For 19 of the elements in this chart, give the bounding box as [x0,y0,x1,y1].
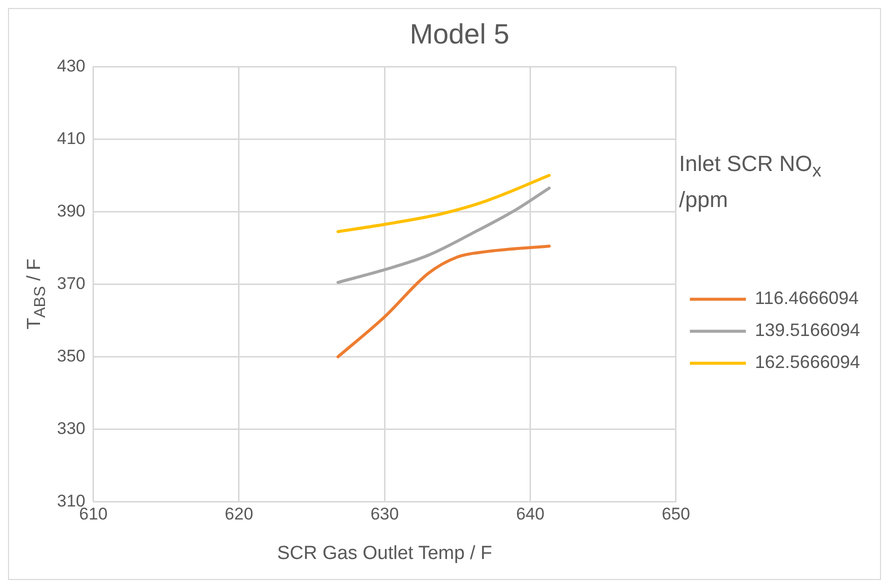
y-tick-label: 430 [56,56,86,76]
x-tick-label: 630 [370,504,399,524]
y-tick-label: 350 [56,346,86,366]
y-tick-label: 370 [56,274,86,293]
line-series [336,186,551,284]
x-axis-title: SCR Gas Outlet Temp / F [277,542,492,564]
legend-label: 162.5666094 [754,352,860,372]
x-tick-label: 640 [516,504,544,524]
chart-title: Model 5 [410,18,510,50]
text: Inlet SCR NO$_{x}$ /ppm [679,151,822,212]
line-series [336,244,551,358]
x-tick-label: 650 [662,504,690,524]
legend-label: 116.4666094 [754,288,859,308]
y-tick-label: 390 [56,201,86,220]
legend-label: 139.5166094 [754,320,860,340]
y-tick-label: 330 [56,418,86,438]
y-tick-label: 410 [56,128,86,148]
x-tick-label: 620 [224,504,254,524]
line-series [336,174,551,234]
